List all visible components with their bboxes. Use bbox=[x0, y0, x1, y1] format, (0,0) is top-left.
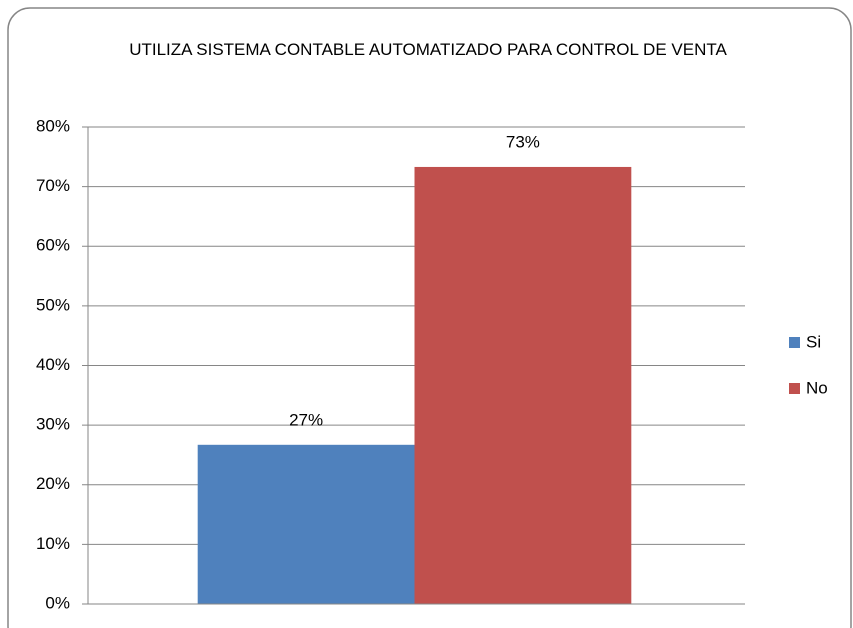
data-label: 27% bbox=[289, 410, 323, 429]
y-tick-label: 20% bbox=[36, 474, 70, 493]
bar bbox=[414, 166, 632, 605]
y-tick-label: 60% bbox=[36, 236, 70, 255]
y-tick-label: 40% bbox=[36, 355, 70, 374]
y-tick-label: 10% bbox=[36, 534, 70, 553]
legend-label: Si bbox=[806, 332, 821, 351]
y-tick-label: 50% bbox=[36, 295, 70, 314]
bar bbox=[197, 444, 415, 604]
y-tick-label: 0% bbox=[45, 593, 70, 612]
y-tick-label: 30% bbox=[36, 415, 70, 434]
chart-title: UTILIZA SISTEMA CONTABLE AUTOMATIZADO PA… bbox=[129, 40, 727, 59]
data-label: 73% bbox=[506, 132, 540, 151]
legend-label: No bbox=[806, 378, 828, 397]
legend-swatch bbox=[789, 337, 800, 348]
y-tick-label: 80% bbox=[36, 116, 70, 135]
legend-swatch bbox=[789, 383, 800, 394]
y-tick-label: 70% bbox=[36, 176, 70, 195]
